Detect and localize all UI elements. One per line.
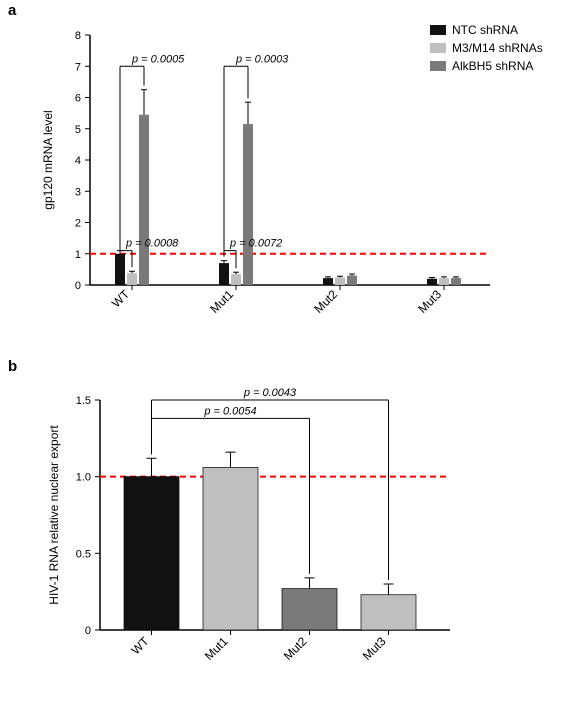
chart-b: 0 0.5 1.0 1.5 HIV-1 RNA relative nuclear exp… [0,0,576,714]
svg-text:Mut3: Mut3 [360,634,389,663]
bar [282,589,337,630]
svg-text:Mut2: Mut2 [281,634,310,663]
svg-text:Mut1: Mut1 [202,634,231,663]
bar [203,467,258,630]
svg-text:1.5: 1.5 [76,395,91,407]
bar [124,477,179,630]
svg-text:0: 0 [85,625,91,637]
svg-text:1.0: 1.0 [76,472,91,484]
svg-text:0.5: 0.5 [76,548,91,560]
svg-text:HIV-1 RNA relative nuclear exp: HIV-1 RNA relative nuclear export [47,425,61,605]
svg-text:WT: WT [129,634,153,658]
svg-text:p = 0.0043: p = 0.0043 [243,387,297,399]
bar [361,595,416,630]
svg-text:p = 0.0054: p = 0.0054 [203,405,256,417]
